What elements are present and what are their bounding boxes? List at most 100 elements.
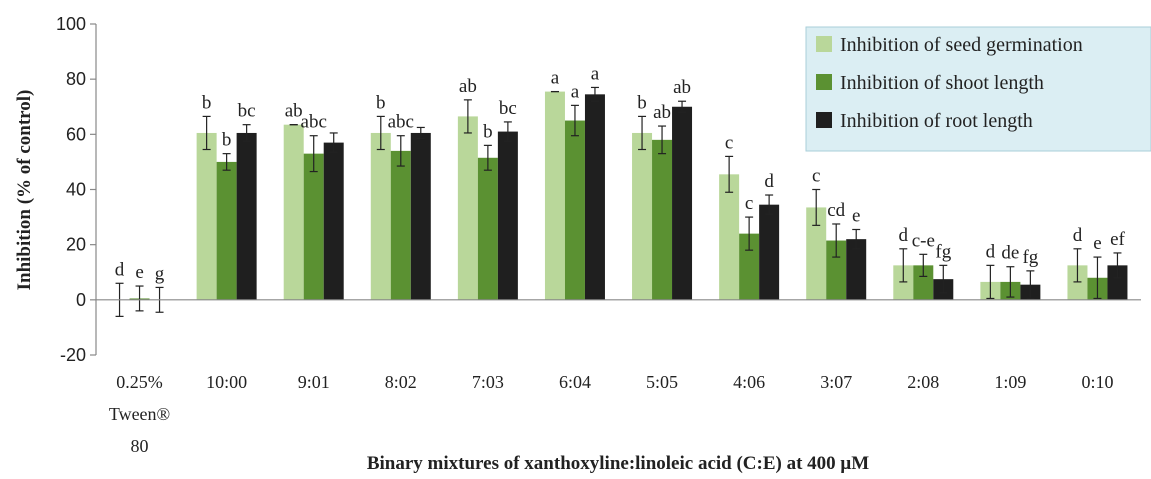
bar-2-6 [564, 120, 585, 300]
error-bar [658, 125, 667, 155]
significance-letter: d [899, 225, 909, 246]
legend-swatch [816, 112, 832, 128]
significance-letter: b [376, 92, 386, 113]
bar-1-10 [893, 265, 914, 300]
error-bar [725, 155, 734, 193]
error-bar [638, 115, 647, 151]
x-tick-label: 4:06 [733, 372, 765, 392]
error-bar [309, 135, 318, 173]
error-bar [1006, 266, 1015, 298]
bar-1-5 [457, 116, 478, 300]
error-bar [852, 228, 861, 250]
error-bar [242, 124, 251, 142]
bar-1-6 [544, 91, 565, 300]
significance-letter: bc [499, 98, 517, 119]
significance-letter: ab [459, 76, 477, 97]
significance-letter: d [115, 259, 125, 280]
y-tick-label: 60 [66, 124, 86, 144]
legend-swatch [816, 74, 832, 90]
significance-letter: e [1093, 233, 1101, 254]
bar-3-7 [672, 106, 693, 300]
error-bar [765, 194, 774, 215]
error-bar [376, 115, 385, 151]
error-bar [1026, 270, 1035, 300]
bar-1-8 [719, 174, 740, 300]
bar-3-6 [584, 94, 605, 300]
error-bar [396, 135, 405, 167]
significance-letter: e [135, 262, 143, 283]
x-tick-label: 8:02 [385, 372, 417, 392]
legend: Inhibition of seed germination Inhibition… [805, 26, 1151, 152]
error-bar [899, 248, 908, 283]
axes: -20 0 20 40 60 80 100 0.25% Tween® 80 10:00 9:01 8:0… [56, 14, 1141, 456]
significance-letter: g [155, 263, 165, 284]
x-tick-label: Tween® [109, 404, 170, 424]
significance-letter: a [571, 81, 580, 102]
error-bar [745, 216, 754, 251]
x-tick-label: 5:05 [646, 372, 678, 392]
x-axis-label: Binary mixtures of xanthoxyline:linoleic… [367, 453, 869, 474]
significance-letter: abc [301, 112, 327, 133]
bar-2-5 [477, 157, 498, 300]
significance-letter: e [852, 205, 860, 226]
bar-1-4 [370, 132, 391, 300]
significance-letter: abc [388, 112, 414, 133]
error-bar [202, 115, 211, 151]
significance-letter: ab [653, 102, 671, 123]
bar-3-8 [759, 204, 780, 300]
error-bar [832, 223, 841, 258]
y-tick-label: 100 [56, 14, 86, 34]
bar-2-9 [826, 240, 847, 300]
bar-1-2 [196, 132, 217, 300]
error-bar [986, 264, 995, 300]
error-bar [590, 86, 599, 102]
bar-3-5 [497, 131, 518, 300]
significance-letter: b [222, 130, 232, 151]
significance-letter: c-e [912, 230, 935, 251]
significance-letter: b [483, 121, 493, 142]
significance-letter: c [812, 166, 820, 187]
y-tick-label: 80 [66, 69, 86, 89]
bar-3-2 [236, 132, 257, 300]
legend-label: Inhibition of shoot length [840, 72, 1044, 94]
significance-letter: b [202, 92, 212, 113]
legend-label: Inhibition of root length [840, 110, 1033, 132]
y-tick-label: 20 [66, 235, 86, 255]
y-tick-label: 40 [66, 180, 86, 200]
x-tick-label: 9:01 [298, 372, 330, 392]
bar-1-7 [632, 132, 653, 300]
error-bar [416, 126, 425, 140]
y-tick-label: 0 [76, 290, 86, 310]
bar-1-3 [283, 124, 304, 300]
significance-letter: c [725, 132, 733, 153]
error-bar [503, 121, 512, 142]
legend-label: Inhibition of seed germination [840, 34, 1083, 56]
bar-3-4 [410, 132, 431, 300]
bar-2-2 [216, 161, 237, 300]
x-tick-label: 1:09 [994, 372, 1026, 392]
x-tick-label: 2:08 [907, 372, 939, 392]
x-tick-label: 0:10 [1081, 372, 1113, 392]
error-bar [222, 153, 231, 171]
x-tick-label: 80 [131, 436, 149, 456]
error-bar [812, 188, 821, 226]
error-bar [939, 264, 948, 294]
significance-letter: ab [285, 101, 303, 122]
y-tick-label: -20 [60, 345, 86, 365]
error-bar [463, 99, 472, 134]
bar-3-3 [323, 142, 344, 300]
error-bar [1093, 256, 1102, 300]
x-tick-label: 10:00 [206, 372, 247, 392]
bar-3-12 [1107, 265, 1128, 300]
bar-1-12 [1067, 265, 1088, 300]
bar-1-9 [806, 207, 827, 300]
x-tick-label: 0.25% [116, 372, 163, 392]
y-axis-label: Inhibition (% of control) [14, 90, 35, 291]
error-bar [919, 253, 928, 277]
error-bar [135, 285, 144, 312]
significance-letter: a [591, 63, 600, 84]
bar-2-7 [652, 139, 673, 300]
significance-letter: bc [238, 101, 256, 122]
